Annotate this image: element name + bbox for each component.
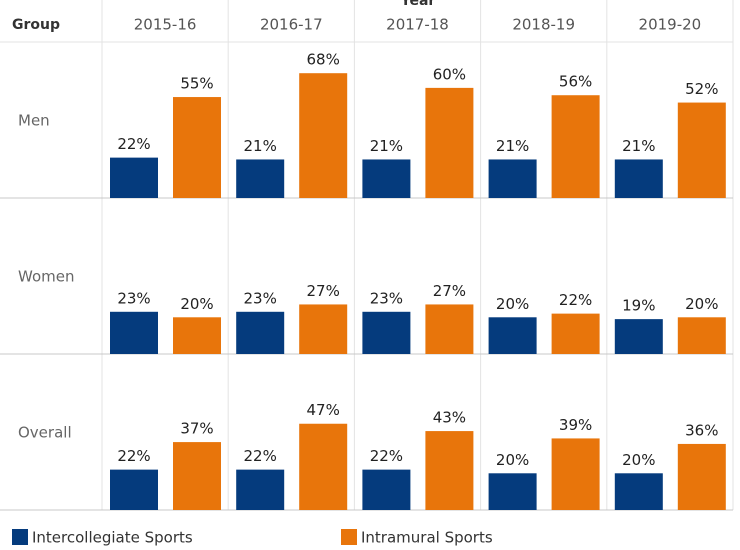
bar: [110, 469, 158, 510]
data-label: 20%: [496, 295, 529, 313]
row-label: Overall: [18, 424, 72, 442]
bar: [677, 102, 726, 198]
bar: [173, 442, 221, 510]
bar: [551, 313, 600, 354]
bar: [614, 473, 663, 510]
data-label: 43%: [433, 409, 466, 427]
bar: [551, 95, 600, 198]
legend-swatch: [341, 529, 357, 545]
bar: [173, 97, 221, 198]
bar: [488, 317, 537, 354]
data-label: 27%: [433, 282, 466, 300]
bar: [299, 423, 348, 510]
bar: [299, 304, 348, 354]
data-label: 19%: [622, 297, 655, 315]
data-label: 20%: [622, 451, 655, 469]
data-label: 20%: [180, 295, 213, 313]
data-label: 20%: [496, 451, 529, 469]
column-header: 2015-16: [134, 16, 197, 34]
bar: [425, 431, 474, 510]
data-label: 39%: [559, 416, 592, 434]
data-label: 21%: [496, 137, 529, 155]
data-label: 56%: [559, 73, 592, 91]
data-label: 23%: [244, 289, 277, 307]
row-label: Women: [18, 268, 74, 286]
data-label: 60%: [433, 65, 466, 83]
data-label: 52%: [685, 80, 718, 98]
legend-swatch: [12, 529, 28, 545]
data-label: 22%: [117, 135, 150, 153]
data-label: 55%: [180, 75, 213, 93]
bar: [362, 311, 411, 354]
data-label: 20%: [685, 295, 718, 313]
data-label: 22%: [370, 447, 403, 465]
data-label: 27%: [307, 282, 340, 300]
bar: [488, 159, 537, 198]
data-label: 21%: [622, 137, 655, 155]
column-header: 2016-17: [260, 16, 323, 34]
x-axis-title: Year: [400, 0, 436, 9]
data-label: 47%: [307, 401, 340, 419]
bar: [488, 473, 537, 510]
bar: [110, 157, 158, 198]
bar: [236, 311, 285, 354]
row-label: Men: [18, 112, 50, 130]
legend-label: Intercollegiate Sports: [32, 529, 193, 547]
bar: [677, 443, 726, 510]
bar: [173, 317, 221, 354]
data-label: 22%: [244, 447, 277, 465]
data-label: 22%: [559, 291, 592, 309]
legend-label: Intramural Sports: [361, 529, 493, 547]
row-header-title: Group: [12, 17, 60, 33]
column-header: 2017-18: [386, 16, 449, 34]
bar: [677, 317, 726, 354]
data-label: 21%: [370, 137, 403, 155]
column-header: 2019-20: [639, 16, 702, 34]
data-label: 68%: [307, 51, 340, 69]
bar: [551, 438, 600, 510]
data-label: 21%: [244, 137, 277, 155]
bar: [425, 304, 474, 354]
bar: [614, 319, 663, 354]
bar: [236, 469, 285, 510]
bar: [299, 73, 348, 198]
bar: [614, 159, 663, 198]
data-label: 23%: [370, 289, 403, 307]
bar: [362, 159, 411, 198]
data-label: 36%: [685, 421, 718, 439]
bar: [110, 311, 158, 354]
bar: [236, 159, 285, 198]
data-label: 23%: [117, 289, 150, 307]
data-label: 37%: [180, 420, 213, 438]
data-label: 22%: [117, 447, 150, 465]
bar: [425, 87, 474, 198]
column-header: 2018-19: [512, 16, 575, 34]
bar: [362, 469, 411, 510]
